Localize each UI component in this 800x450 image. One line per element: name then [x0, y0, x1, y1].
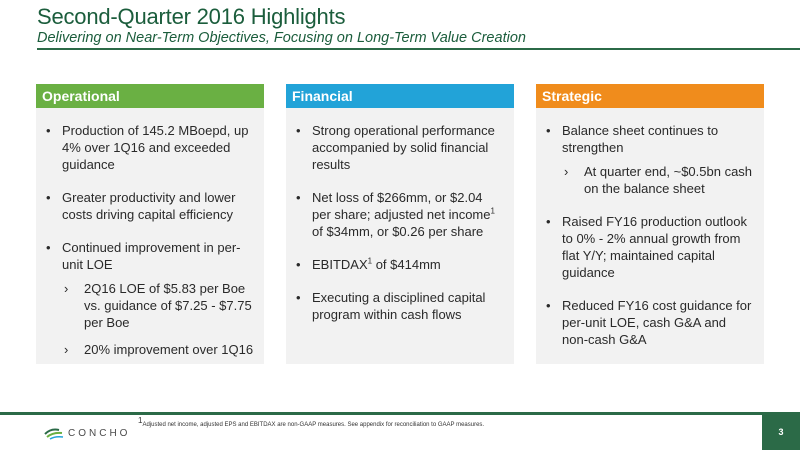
footer-divider	[0, 412, 800, 415]
slide-subtitle: Delivering on Near-Term Objectives, Focu…	[37, 30, 526, 46]
financial-net-loss-text: Net loss of $266mm, or $2.04 per share; …	[312, 190, 491, 222]
strategic-column: Strategic Balance sheet continues to str…	[536, 84, 764, 364]
operational-body: Production of 145.2 MBoepd, up 4% over 1…	[36, 108, 264, 358]
financial-column: Financial Strong operational performance…	[286, 84, 514, 364]
strategic-bullet-cost-guidance: Reduced FY16 cost guidance for per-unit …	[544, 297, 754, 348]
footnote-text: Adjusted net income, adjusted EPS and EB…	[142, 422, 485, 428]
operational-bullet-production: Production of 145.2 MBoepd, up 4% over 1…	[44, 122, 254, 173]
financial-ebitdax-label: EBITDAX	[312, 257, 368, 272]
slide-title: Second-Quarter 2016 Highlights	[37, 4, 346, 29]
logo-wordmark: CONCHO	[68, 427, 131, 439]
footnote-marker: 1	[138, 416, 143, 425]
footer	[0, 415, 800, 450]
financial-ebitdax-value: of $414mm	[372, 257, 441, 272]
financial-body: Strong operational performance accompani…	[286, 108, 514, 323]
concho-leaf-icon	[44, 426, 64, 440]
strategic-body: Balance sheet continues to strengthen At…	[536, 108, 764, 348]
strategic-bullet-outlook: Raised FY16 production outlook to 0% - 2…	[544, 213, 754, 281]
operational-bullet-loe: Continued improvement in per-unit LOE	[44, 239, 254, 273]
concho-logo: CONCHO	[44, 424, 130, 442]
strategic-sub-cash: At quarter end, ~$0.5bn cash on the bala…	[544, 163, 754, 197]
footnote-marker: 1	[490, 206, 495, 216]
financial-bullet-capital: Executing a disciplined capital program …	[294, 289, 504, 323]
financial-bullet-ebitdax: EBITDAX1 of $414mm	[294, 256, 504, 273]
page-number: 3	[762, 415, 800, 450]
financial-net-income-text: of $34mm, or $0.26 per share	[312, 224, 484, 239]
operational-bullet-productivity: Greater productivity and lower costs dri…	[44, 189, 254, 223]
operational-sub-loe-guidance: 2Q16 LOE of $5.83 per Boe vs. guidance o…	[44, 280, 254, 331]
financial-heading: Financial	[286, 84, 514, 108]
title-divider	[37, 48, 800, 50]
financial-bullet-performance: Strong operational performance accompani…	[294, 122, 504, 173]
footnote-marker: 1	[367, 256, 373, 266]
financial-bullet-net-loss: Net loss of $266mm, or $2.04 per share; …	[294, 189, 504, 240]
footnote: 1Adjusted net income, adjusted EPS and E…	[138, 417, 485, 429]
operational-column: Operational Production of 145.2 MBoepd, …	[36, 84, 264, 364]
strategic-heading: Strategic	[536, 84, 764, 108]
operational-sub-improvement: 20% improvement over 1Q16	[44, 341, 254, 358]
operational-heading: Operational	[36, 84, 264, 108]
strategic-bullet-balance-sheet: Balance sheet continues to strengthen	[544, 122, 754, 156]
